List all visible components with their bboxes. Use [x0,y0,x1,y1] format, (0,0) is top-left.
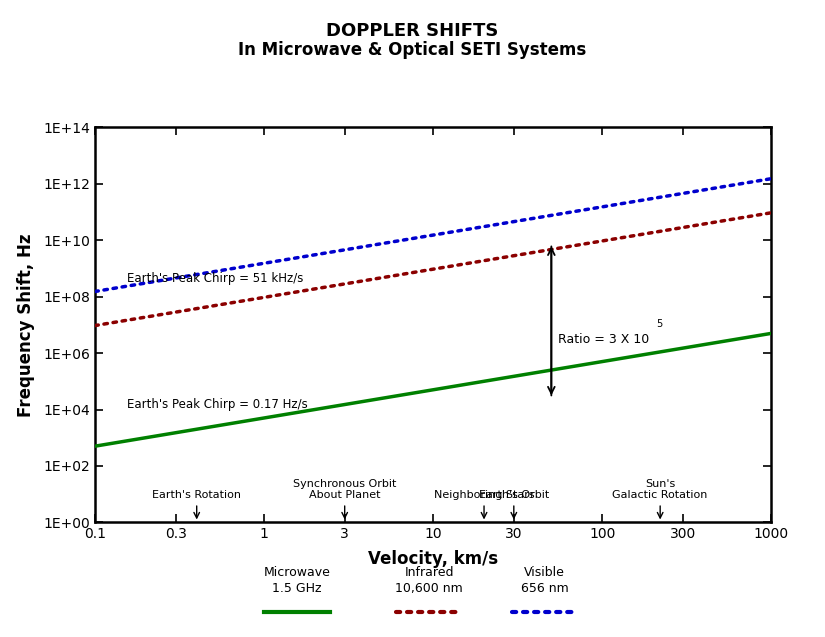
Text: 656 nm: 656 nm [521,582,568,596]
Text: Earth's Orbit: Earth's Orbit [478,490,549,518]
Text: 1.5 GHz: 1.5 GHz [272,582,322,596]
Text: Infrared: Infrared [404,566,454,580]
Text: Sun's
Galactic Rotation: Sun's Galactic Rotation [612,479,708,518]
Text: Visible: Visible [524,566,565,580]
Text: Earth's Peak Chirp = 0.17 Hz/s: Earth's Peak Chirp = 0.17 Hz/s [127,398,308,411]
Text: Ratio = 3 X 10: Ratio = 3 X 10 [559,333,649,346]
Y-axis label: Frequency Shift, Hz: Frequency Shift, Hz [16,233,35,417]
Text: In Microwave & Optical SETI Systems: In Microwave & Optical SETI Systems [238,41,587,59]
Text: 5: 5 [657,319,662,329]
Text: DOPPLER SHIFTS: DOPPLER SHIFTS [327,22,498,40]
X-axis label: Velocity, km/s: Velocity, km/s [368,550,498,568]
Text: Synchronous Orbit
About Planet: Synchronous Orbit About Planet [293,479,396,518]
Text: Microwave: Microwave [263,566,331,580]
Text: Earth's Rotation: Earth's Rotation [152,490,241,518]
Text: Earth's Peak Chirp = 51 kHz/s: Earth's Peak Chirp = 51 kHz/s [127,272,304,285]
Text: Neighboring Stars: Neighboring Stars [434,490,535,518]
Text: 10,600 nm: 10,600 nm [395,582,463,596]
